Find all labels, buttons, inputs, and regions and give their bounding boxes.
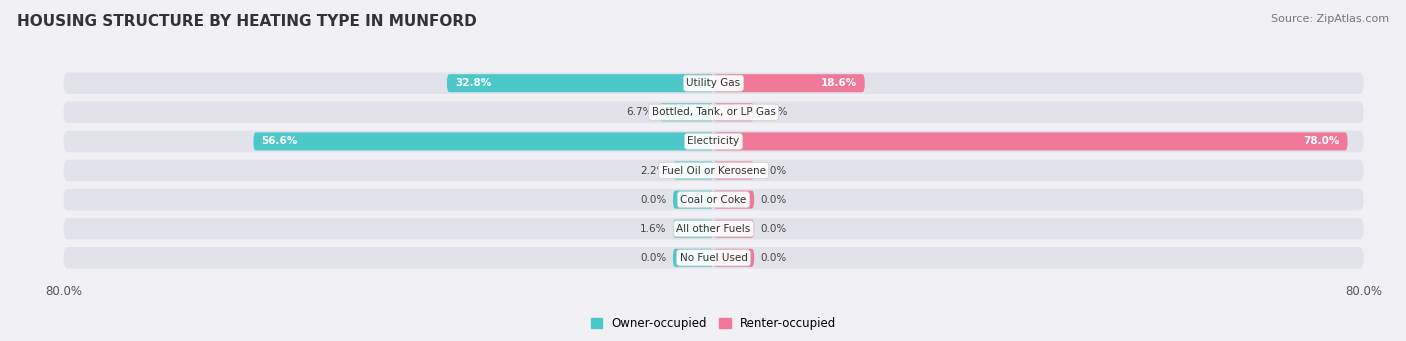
Text: 0.0%: 0.0% (640, 195, 666, 205)
Text: Coal or Coke: Coal or Coke (681, 195, 747, 205)
FancyBboxPatch shape (713, 103, 754, 121)
FancyBboxPatch shape (63, 218, 1364, 239)
FancyBboxPatch shape (713, 220, 754, 238)
Text: Bottled, Tank, or LP Gas: Bottled, Tank, or LP Gas (651, 107, 776, 117)
FancyBboxPatch shape (63, 160, 1364, 181)
Text: No Fuel Used: No Fuel Used (679, 253, 748, 263)
FancyBboxPatch shape (713, 132, 1347, 150)
Text: Utility Gas: Utility Gas (686, 78, 741, 88)
Text: 0.0%: 0.0% (761, 224, 787, 234)
Text: Electricity: Electricity (688, 136, 740, 146)
FancyBboxPatch shape (659, 103, 713, 121)
Text: 0.0%: 0.0% (761, 195, 787, 205)
FancyBboxPatch shape (673, 191, 713, 209)
Text: 78.0%: 78.0% (1303, 136, 1340, 146)
Text: 2.2%: 2.2% (640, 165, 666, 176)
Text: 18.6%: 18.6% (820, 78, 856, 88)
Text: Source: ZipAtlas.com: Source: ZipAtlas.com (1271, 14, 1389, 24)
FancyBboxPatch shape (673, 249, 713, 267)
Text: All other Fuels: All other Fuels (676, 224, 751, 234)
Text: 0.0%: 0.0% (761, 165, 787, 176)
Legend: Owner-occupied, Renter-occupied: Owner-occupied, Renter-occupied (586, 312, 841, 335)
Text: HOUSING STRUCTURE BY HEATING TYPE IN MUNFORD: HOUSING STRUCTURE BY HEATING TYPE IN MUN… (17, 14, 477, 29)
FancyBboxPatch shape (673, 220, 713, 238)
FancyBboxPatch shape (63, 189, 1364, 210)
Text: 0.0%: 0.0% (761, 253, 787, 263)
FancyBboxPatch shape (63, 72, 1364, 94)
FancyBboxPatch shape (447, 74, 713, 92)
FancyBboxPatch shape (63, 102, 1364, 123)
FancyBboxPatch shape (673, 162, 713, 179)
Text: 56.6%: 56.6% (262, 136, 298, 146)
Text: 32.8%: 32.8% (456, 78, 491, 88)
Text: 3.4%: 3.4% (761, 107, 787, 117)
FancyBboxPatch shape (63, 131, 1364, 152)
FancyBboxPatch shape (253, 132, 713, 150)
FancyBboxPatch shape (63, 247, 1364, 269)
Text: 1.6%: 1.6% (640, 224, 666, 234)
FancyBboxPatch shape (713, 191, 754, 209)
Text: 0.0%: 0.0% (640, 253, 666, 263)
FancyBboxPatch shape (713, 249, 754, 267)
Text: 6.7%: 6.7% (626, 107, 652, 117)
Text: Fuel Oil or Kerosene: Fuel Oil or Kerosene (662, 165, 765, 176)
FancyBboxPatch shape (713, 162, 754, 179)
FancyBboxPatch shape (713, 74, 865, 92)
